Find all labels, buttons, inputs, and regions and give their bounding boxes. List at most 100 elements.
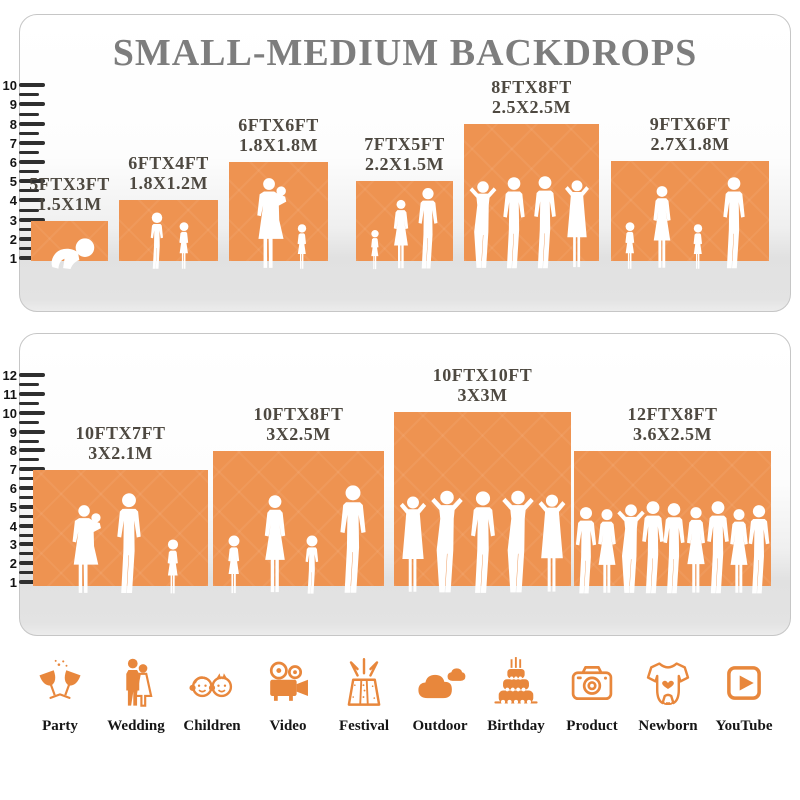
category-item-children: Children xyxy=(176,655,248,735)
size-feet: 10FTX7FT xyxy=(75,422,166,443)
backdrop-box-10ftx8ft xyxy=(213,451,384,586)
size-meters: 2.5X2.5M xyxy=(491,97,571,118)
category-row: Party Wedding Children Video Festival Outdoor… xyxy=(0,655,800,735)
backdrop-size-label: 5FTX3FT 1.5X1M xyxy=(29,174,110,215)
festival-icon xyxy=(337,655,391,711)
ruler-number: 1 xyxy=(9,575,17,590)
figure-girl-silhouette xyxy=(160,538,186,596)
ruler-tick xyxy=(19,179,45,184)
ruler-minor-tick xyxy=(19,246,39,250)
ruler-tick xyxy=(19,504,45,509)
category-label: YouTube xyxy=(715,718,773,734)
ruler-number: 8 xyxy=(9,116,17,132)
ruler-number: 9 xyxy=(9,424,17,440)
ruler-minor-tick xyxy=(19,131,39,135)
figure-woman-baby-silhouette xyxy=(63,504,109,596)
size-feet: 10FTX10FT xyxy=(432,364,533,385)
ruler-minor-tick xyxy=(19,93,39,97)
figure-girl-silhouette xyxy=(220,534,247,596)
ruler-tick xyxy=(19,467,45,472)
ruler-number: 3 xyxy=(9,537,17,553)
category-label: Party xyxy=(42,718,78,734)
size-feet: 6FTX6FT xyxy=(238,114,319,135)
size-meters: 1.8X1.2M xyxy=(128,173,208,194)
backdrop-box-10ftx7ft xyxy=(33,470,208,586)
ruler-tick xyxy=(19,542,45,547)
category-item-video: Video xyxy=(252,655,324,735)
ruler-minor-tick xyxy=(19,208,39,212)
ruler-tick xyxy=(19,140,45,145)
size-feet: 5FTX3FT xyxy=(29,173,110,194)
panel-small-medium-bottom: 12 11 10 9 8 7 6 5 4 3 2 1 10FTX7FT 3X2.1M 10FTX8FT 3X2… xyxy=(3,333,791,636)
figure-man-silhouette xyxy=(714,176,754,271)
backdrop-size-label: 7FTX5FT 2.2X1.5M xyxy=(364,134,445,175)
backdrop-size-label: 6FTX6FT 1.8X1.8M xyxy=(238,115,319,156)
size-feet: 7FTX5FT xyxy=(364,133,445,154)
category-item-party: Party xyxy=(24,655,96,735)
backdrop-box-7ftx5ft xyxy=(356,181,453,261)
ruler-number: 8 xyxy=(9,443,17,459)
ruler-number: 6 xyxy=(9,155,17,170)
category-item-newborn: Newborn xyxy=(632,655,704,735)
figure-woman-silhouette xyxy=(643,185,681,271)
backdrop-size-label: 10FTX7FT 3X2.1M xyxy=(75,423,165,464)
ruler-number: 10 xyxy=(2,405,17,421)
ruler-number: 5 xyxy=(9,499,17,515)
backdrop-size-label: 8FTX8FT 2.5X2.5M xyxy=(491,77,572,118)
category-item-product: Product xyxy=(556,655,628,735)
size-meters: 1.5X1M xyxy=(37,194,102,215)
ruler-minor-tick xyxy=(19,477,39,481)
size-feet: 12FTX8FT xyxy=(627,403,718,424)
backdrop-size-label: 12FTX8FT 3.6X2.5M xyxy=(627,404,717,445)
ruler-minor-tick xyxy=(19,514,39,518)
backdrop-size-label: 6FTX4FT 1.8X1.2M xyxy=(128,153,209,194)
ruler-number: 10 xyxy=(2,78,17,94)
size-feet: 8FTX8FT xyxy=(491,76,572,97)
ruler-tick xyxy=(19,160,45,164)
ruler-tick xyxy=(19,561,45,566)
category-item-outdoor: Outdoor xyxy=(404,655,476,735)
size-feet: 10FTX8FT xyxy=(253,403,344,424)
backdrop-box-9ftx6ft xyxy=(611,161,769,261)
figure-girl-silhouette xyxy=(619,221,641,271)
figure-man-silhouette xyxy=(410,187,445,271)
category-item-festival: Festival xyxy=(328,655,400,735)
figure-man-silhouette xyxy=(107,492,151,596)
size-meters: 3.6X2.5M xyxy=(632,424,712,445)
size-meters: 2.7X1.8M xyxy=(650,134,730,155)
size-meters: 2.2X1.5M xyxy=(364,154,444,175)
backdrop-size-label: 9FTX6FT 2.7X1.8M xyxy=(650,114,731,155)
category-label: Product xyxy=(566,718,618,734)
ruler-tick xyxy=(19,102,45,107)
figure-girl-silhouette xyxy=(173,221,195,271)
category-label: Festival xyxy=(339,718,389,734)
backdrop-box-12ftx8ft xyxy=(574,451,771,586)
category-item-youtube: YouTube xyxy=(708,655,780,735)
figure-boy-silhouette xyxy=(299,534,326,596)
ruler-number: 7 xyxy=(9,135,17,151)
ruler-minor-tick xyxy=(19,401,39,405)
ruler-number: 7 xyxy=(9,462,17,478)
ruler-tick xyxy=(19,83,45,88)
figure-man-silhouette xyxy=(330,484,377,596)
ruler-minor-tick xyxy=(19,227,39,231)
ruler-number: 2 xyxy=(9,556,17,572)
category-label: Birthday xyxy=(487,718,545,734)
figure-woman-pose-silhouette xyxy=(554,178,601,271)
product-icon xyxy=(565,655,619,711)
party-icon xyxy=(33,655,87,711)
ruler-tick xyxy=(19,217,45,222)
ruler-minor-tick xyxy=(19,439,39,443)
ruler-number: 4 xyxy=(9,518,17,534)
category-label: Newborn xyxy=(638,718,698,734)
youtube-icon xyxy=(717,655,771,711)
size-meters: 3X3M xyxy=(457,385,508,406)
backdrop-box-8ftx8ft xyxy=(464,124,599,261)
figure-woman-baby-silhouette xyxy=(247,177,294,271)
backdrop-box-10ftx10ft xyxy=(394,412,571,586)
ruler-tick xyxy=(19,373,45,378)
category-label: Children xyxy=(183,718,241,734)
ruler-minor-tick xyxy=(19,495,39,499)
figure-girl-silhouette xyxy=(366,229,384,271)
ruler-minor-tick xyxy=(19,458,39,462)
